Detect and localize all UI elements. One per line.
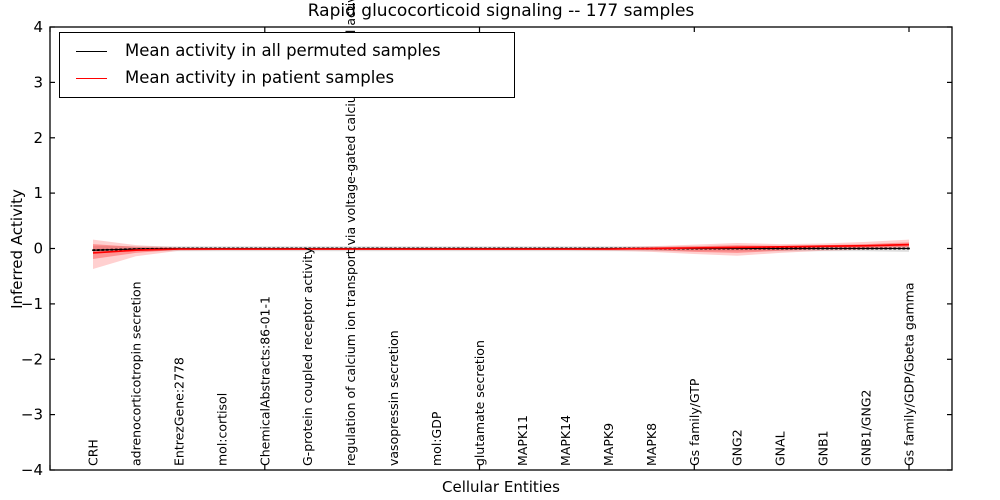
x-entity-label: MAPK9 [601, 423, 616, 466]
legend-label-permuted: Mean activity in all permuted samples [125, 41, 441, 61]
x-entity-label: ChemicalAbstracts:86-01-1 [257, 296, 272, 466]
x-entity-label: GNG2 [730, 429, 745, 466]
x-entity-label: Gs family/GTP [687, 378, 702, 466]
y-tick-label: 2 [33, 129, 43, 147]
x-entity-label: adrenocorticotropin secretion [128, 281, 143, 466]
x-entity-label: EntrezGene:2778 [171, 357, 186, 466]
chart-title: Rapid glucocorticoid signaling -- 177 sa… [307, 1, 695, 21]
x-entity-label: vasopressin secretion [386, 330, 401, 466]
legend-line-sample-permuted [76, 51, 107, 53]
x-axis-label: Cellular Entities [442, 478, 560, 496]
x-entity-label: MAPK14 [558, 415, 573, 466]
x-entity-label: regulation of calcium ion transport via … [343, 0, 358, 466]
x-entity-label: G-protein coupled receptor activity [300, 247, 315, 466]
x-entity-label: Gs family/GDP/Gbeta gamma [902, 283, 917, 466]
patient-samples-std-outer-band [93, 239, 909, 269]
legend-item-permuted: Mean activity in all permuted samples [60, 43, 514, 60]
x-entity-label: GNB1 [816, 430, 831, 466]
x-entity-label: mol:cortisol [214, 393, 229, 466]
y-tick-label: 4 [33, 18, 43, 36]
x-entity-label: GNAL [773, 431, 788, 466]
y-tick-label: −3 [21, 406, 43, 424]
x-entity-label: MAPK8 [644, 423, 659, 466]
y-tick-label: 3 [33, 73, 43, 91]
y-tick-label: −2 [21, 350, 43, 368]
legend-label-patient: Mean activity in patient samples [125, 68, 395, 88]
x-entity-label: MAPK11 [515, 415, 530, 466]
y-tick-label: 1 [33, 184, 43, 202]
patient-mean-line [92, 243, 910, 254]
legend-line-sample-patient [76, 77, 107, 79]
legend: Mean activity in all permuted samples Me… [59, 32, 515, 98]
x-entity-label: CRH [86, 439, 101, 466]
legend-item-patient: Mean activity in patient samples [60, 70, 514, 87]
patient-samples-std-inner-band [93, 242, 909, 260]
x-entity-label: mol:GDP [429, 411, 444, 466]
y-tick-label: −1 [21, 295, 43, 313]
y-tick-label: −4 [21, 461, 43, 479]
x-entity-label: glutamate secretion [472, 340, 487, 466]
y-tick-label: 0 [33, 240, 43, 258]
x-entity-label: GNB1/GNG2 [859, 390, 874, 466]
